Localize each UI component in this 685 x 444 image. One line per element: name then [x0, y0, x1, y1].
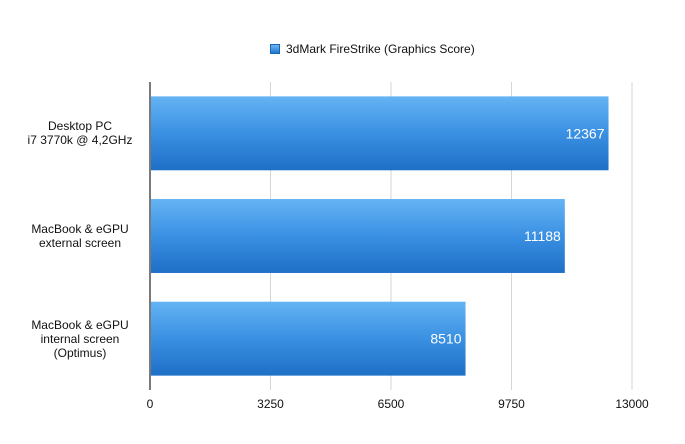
data-label: 12367 [566, 125, 605, 141]
x-tick-label: 13000 [615, 397, 649, 411]
bars [151, 96, 609, 376]
data-label: 11188 [524, 228, 561, 244]
category-label-line: (Optimus) [53, 345, 107, 360]
bar [151, 199, 565, 273]
category-label: MacBook & eGPU internal screen (Optimus) [15, 318, 145, 360]
legend: 3dMark FireStrike (Graphics Score) [270, 42, 475, 56]
legend-swatch [270, 44, 280, 54]
category-label-line: Desktop PC [47, 119, 113, 134]
x-tick-label: 6500 [378, 397, 405, 411]
data-label: 8510 [430, 331, 461, 347]
x-tick-label: 0 [147, 397, 154, 411]
x-tick-labels: 0 3250 6500 9750 13000 [147, 397, 649, 411]
x-tick-label: 9750 [498, 397, 525, 411]
category-label-line: MacBook & eGPU [31, 317, 129, 332]
bar [151, 301, 466, 376]
category-label-line: i7 3770k @ 4,2GHz [27, 133, 133, 148]
category-label-line: external screen [38, 236, 122, 250]
legend-label: 3dMark FireStrike (Graphics Score) [286, 42, 475, 56]
category-label-line: internal screen [40, 331, 120, 346]
x-tick-label: 3250 [257, 397, 284, 411]
data-labels: 12367 11188 8510 [430, 125, 604, 346]
bar [151, 96, 609, 171]
category-label-line: MacBook & eGPU [31, 222, 129, 236]
category-label: MacBook & eGPU external screen [15, 222, 145, 250]
category-label: Desktop PC i7 3770k @ 4,2GHz [15, 119, 145, 147]
